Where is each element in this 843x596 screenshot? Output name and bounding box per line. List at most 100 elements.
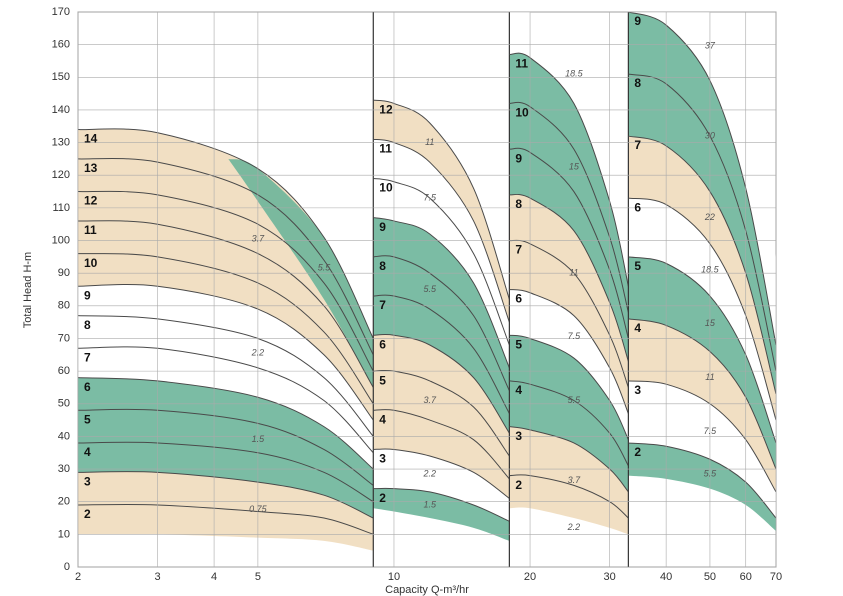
stage-label: 3	[379, 452, 386, 466]
band	[509, 12, 629, 287]
pump-curve	[78, 441, 374, 503]
band-label: 15	[705, 318, 716, 328]
band-label: 5.5	[318, 263, 332, 273]
stage-label: 8	[634, 76, 641, 90]
stage-label: 5	[634, 259, 641, 273]
band-label: 1.5	[424, 499, 438, 509]
y-tick-label: 150	[52, 71, 70, 83]
band	[373, 448, 510, 522]
stage-label: 10	[515, 106, 529, 120]
band-label: 5.5	[424, 284, 438, 294]
band-label: 1.5	[252, 434, 266, 444]
stage-label: 2	[379, 491, 386, 505]
stage-label: 6	[634, 200, 641, 214]
band	[78, 284, 374, 470]
y-tick-label: 110	[52, 202, 70, 214]
stage-label: 8	[379, 259, 386, 273]
x-tick-label: 5	[255, 571, 261, 583]
band	[373, 334, 510, 499]
stage-label: 8	[515, 197, 522, 211]
y-tick-label: 80	[58, 300, 70, 312]
band	[628, 256, 776, 470]
band	[628, 12, 776, 345]
stage-label: 13	[84, 161, 98, 175]
band	[509, 289, 629, 440]
band-label: 7.5	[704, 426, 718, 436]
band	[628, 198, 776, 443]
stage-label: 7	[84, 350, 91, 364]
x-tick-label: 4	[211, 571, 217, 583]
x-tick-label: 30	[604, 571, 616, 583]
band-label: 0.75	[249, 504, 268, 514]
pump-curve	[509, 147, 629, 339]
y-axis-title: Total Head H-m	[22, 252, 34, 328]
band-label: 2.2	[251, 348, 265, 358]
x-tick-label: 50	[704, 571, 716, 583]
pump-curve	[628, 73, 776, 372]
pump-curve	[373, 178, 510, 346]
pump-curve	[373, 138, 510, 323]
x-tick-label: 20	[524, 571, 536, 583]
pump-curve	[509, 289, 629, 414]
pump-curve	[509, 380, 629, 467]
stage-label: 6	[379, 337, 386, 351]
band	[628, 442, 776, 532]
pump-curve	[78, 503, 374, 535]
stage-label: 6	[84, 380, 91, 394]
band	[628, 318, 776, 492]
stage-label: 4	[634, 321, 641, 335]
y-tick-label: 60	[58, 365, 70, 377]
band-label: 7.5	[424, 192, 438, 202]
band	[628, 136, 776, 421]
y-tick-label: 90	[58, 267, 70, 279]
band-label: 30	[705, 130, 715, 140]
y-tick-label: 120	[52, 169, 70, 181]
x-axis-title: Capacity Q-m³/hr	[385, 584, 469, 596]
y-tick-label: 160	[52, 39, 70, 51]
y-tick-label: 10	[58, 528, 70, 540]
stage-label: 12	[84, 194, 98, 208]
y-tick-label: 100	[52, 234, 70, 246]
stage-label: 12	[379, 102, 393, 116]
stage-label: 2	[515, 478, 522, 492]
band-label: 2.2	[567, 522, 581, 532]
band	[373, 139, 510, 368]
y-tick-label: 0	[64, 561, 70, 573]
band-label: 11	[425, 137, 434, 147]
band-label: 37	[705, 41, 716, 51]
stage-label: 9	[515, 151, 522, 165]
pump-curve	[509, 52, 629, 287]
x-tick-label: 10	[388, 571, 400, 583]
stage-label: 7	[379, 298, 386, 312]
pump-curve	[373, 333, 510, 434]
band-label: 3.7	[424, 395, 438, 405]
stage-label: 9	[84, 288, 91, 302]
stage-label: 3	[84, 474, 91, 488]
pump-curve	[628, 12, 776, 346]
y-tick-label: 170	[52, 6, 70, 18]
y-tick-label: 130	[52, 136, 70, 148]
stage-label: 14	[84, 132, 98, 146]
pump-curve	[373, 217, 510, 369]
pump-curve	[509, 426, 629, 493]
stage-label: 6	[515, 292, 522, 306]
band	[78, 128, 374, 421]
stage-label: 7	[515, 243, 522, 257]
stage-label: 4	[379, 412, 386, 426]
stage-label: 4	[84, 445, 91, 459]
band-label: 11	[705, 372, 714, 382]
y-tick-label: 140	[52, 104, 70, 116]
band	[628, 12, 776, 394]
band-label: 7.5	[568, 331, 582, 341]
pump-curve	[628, 256, 776, 444]
stage-label: 2	[634, 445, 641, 459]
plot-layer	[78, 12, 776, 567]
y-tick-label: 20	[58, 496, 70, 508]
y-tick-label: 40	[58, 430, 70, 442]
stage-label: 3	[515, 429, 522, 443]
band-label: 18.5	[565, 68, 584, 78]
band	[509, 507, 629, 548]
pump-curve	[373, 448, 510, 499]
